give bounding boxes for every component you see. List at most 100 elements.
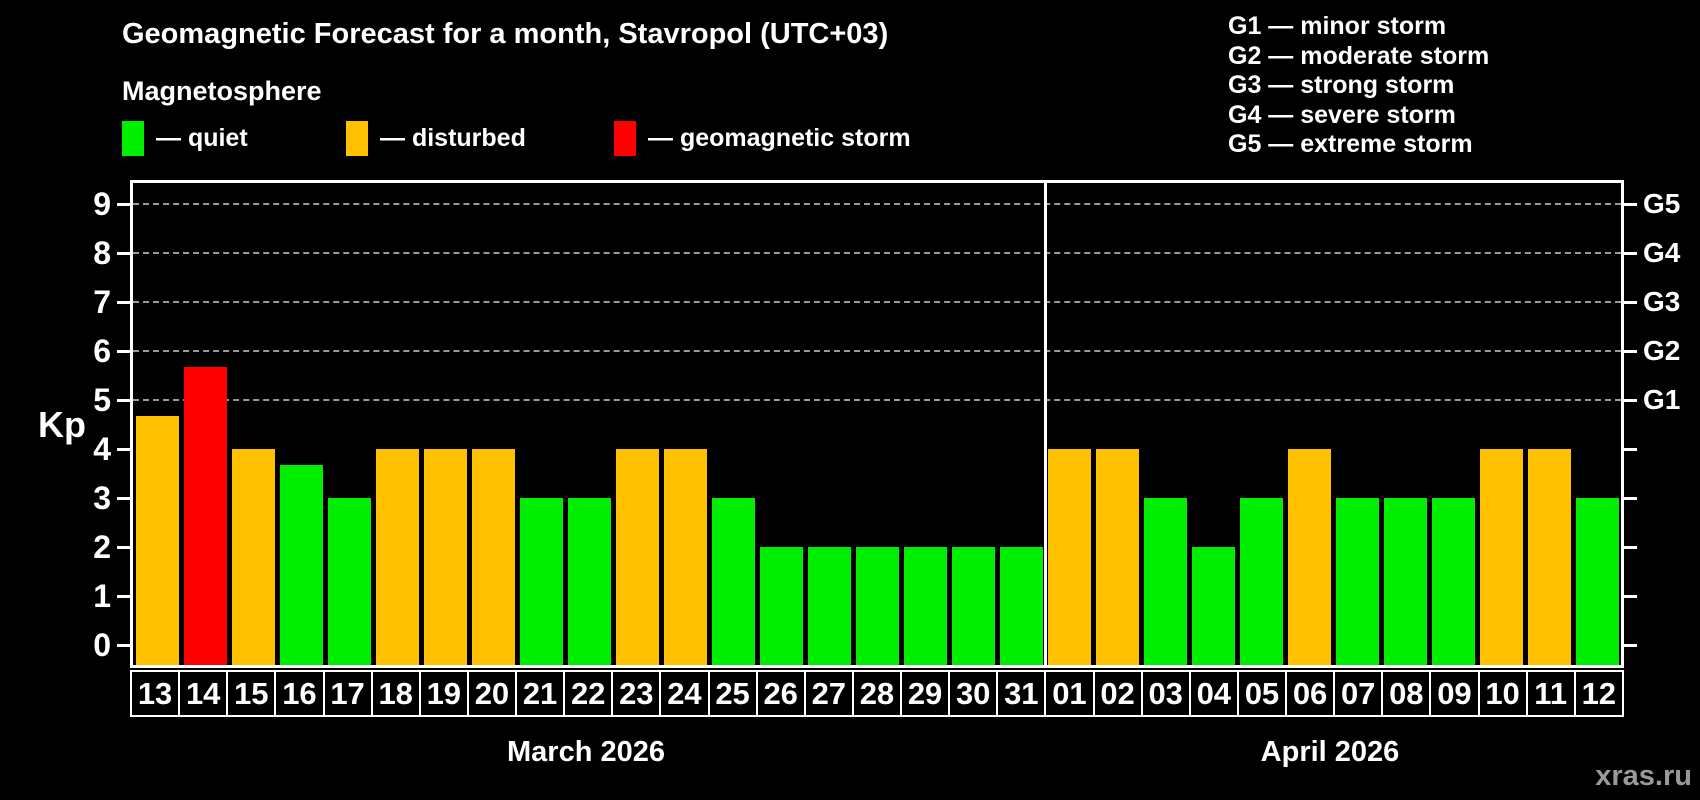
- kp-bar-day-17: [327, 498, 371, 665]
- magnetosphere-subtitle: Magnetosphere: [122, 76, 322, 106]
- g-legend-line: G5 — extreme storm: [1228, 130, 1473, 158]
- right-axis-tick: [1624, 300, 1637, 304]
- day-label: 07: [1333, 670, 1384, 717]
- y-tick-label: 3: [93, 480, 111, 516]
- bar-slot-day-21: [517, 183, 565, 665]
- legend-label: — disturbed: [380, 123, 526, 152]
- y-tick-label: 4: [93, 431, 111, 467]
- bars-container: [133, 183, 1621, 665]
- left-axis-tick: [117, 251, 130, 255]
- bar-slot-day-03: [1141, 183, 1189, 665]
- day-label: 10: [1477, 670, 1528, 717]
- kp-bar-day-08: [1383, 498, 1427, 665]
- kp-bar-day-26: [759, 547, 803, 665]
- right-axis-tick: [1624, 496, 1637, 500]
- kp-state-legend: — quiet — disturbed — geomagnetic storm: [0, 118, 1700, 158]
- left-axis-tick: [117, 496, 130, 500]
- bar-slot-day-10: [1477, 183, 1525, 665]
- kp-bar-day-11: [1527, 449, 1571, 665]
- watermark: xras.ru: [1595, 760, 1692, 792]
- day-label: 25: [707, 670, 758, 717]
- plot-area: [130, 180, 1624, 668]
- kp-bar-day-04: [1191, 547, 1235, 665]
- kp-bar-day-16: [279, 465, 323, 665]
- day-label: 11: [1525, 670, 1576, 717]
- day-label: 02: [1092, 670, 1143, 717]
- bar-slot-day-01: [1045, 183, 1093, 665]
- y-tick-label: 7: [93, 284, 111, 320]
- day-label: 12: [1573, 670, 1624, 717]
- kp-bar-day-09: [1431, 498, 1475, 665]
- day-label: 28: [851, 670, 902, 717]
- kp-bar-day-28: [855, 547, 899, 665]
- storm-color-swatch: [614, 120, 636, 156]
- g-legend-line: G2 — moderate storm: [1228, 41, 1490, 70]
- day-label: 21: [515, 670, 566, 717]
- month-label: April 2026: [1260, 736, 1400, 768]
- bar-slot-day-11: [1525, 183, 1573, 665]
- kp-bar-day-14: [183, 367, 227, 665]
- legend-item-quiet: — quiet: [122, 118, 248, 158]
- quiet-color-swatch: [122, 120, 144, 156]
- bar-slot-day-30: [949, 183, 997, 665]
- kp-bar-day-19: [423, 449, 467, 665]
- bar-slot-day-06: [1285, 183, 1333, 665]
- kp-bar-day-02: [1095, 449, 1139, 665]
- left-axis-tick: [117, 349, 130, 353]
- kp-bar-day-25: [711, 498, 755, 665]
- legend-label: — quiet: [156, 123, 248, 152]
- y-tick-label: 6: [93, 333, 111, 369]
- g-level-label-G4: G4: [1643, 237, 1681, 268]
- left-axis-tick: [117, 300, 130, 304]
- bar-slot-day-25: [709, 183, 757, 665]
- day-label: 17: [322, 670, 373, 717]
- kp-bar-day-05: [1239, 498, 1283, 665]
- y-tick-label: 5: [93, 382, 111, 418]
- right-axis-tick: [1624, 251, 1637, 255]
- g-level-label-G1: G1: [1643, 384, 1681, 415]
- g-level-label-G2: G2: [1643, 335, 1681, 366]
- bar-slot-day-28: [853, 183, 901, 665]
- g-legend-line: G1 — minor storm: [1228, 12, 1447, 40]
- kp-bar-day-06: [1287, 449, 1331, 665]
- bar-slot-day-27: [805, 183, 853, 665]
- gridline-layer: [133, 183, 1621, 665]
- kp-bar-day-23: [615, 449, 659, 665]
- y-tick-label: 2: [93, 529, 111, 565]
- bar-slot-day-15: [229, 183, 277, 665]
- bar-slot-day-17: [325, 183, 373, 665]
- bar-slot-day-16: [277, 183, 325, 665]
- kp-bar-day-13: [135, 416, 179, 665]
- bar-slot-day-12: [1573, 183, 1621, 665]
- gridline-kp-5: [133, 399, 1621, 401]
- kp-bar-day-29: [903, 547, 947, 665]
- kp-bar-day-30: [951, 547, 995, 665]
- day-label: 15: [226, 670, 277, 717]
- right-axis-tick: [1624, 643, 1637, 647]
- legend-label: — geomagnetic storm: [648, 123, 911, 152]
- g-level-label-G3: G3: [1643, 286, 1681, 317]
- day-label: 16: [274, 670, 325, 717]
- left-axis-tick: [117, 594, 130, 598]
- kp-bar-day-24: [663, 449, 707, 665]
- y-tick-label: 8: [93, 235, 111, 271]
- month-separator-line: [1043, 183, 1047, 665]
- day-label: 04: [1188, 670, 1239, 717]
- day-label: 30: [948, 670, 999, 717]
- day-label: 22: [563, 670, 614, 717]
- day-label: 18: [370, 670, 421, 717]
- y-tick-label: 0: [93, 627, 111, 663]
- day-label: 20: [466, 670, 517, 717]
- day-label: 19: [418, 670, 469, 717]
- y-axis-title: Kp: [38, 404, 86, 445]
- kp-bar-day-15: [231, 449, 275, 665]
- bar-slot-day-20: [469, 183, 517, 665]
- right-axis-tick: [1624, 398, 1637, 402]
- legend-item-disturbed: — disturbed: [346, 118, 526, 158]
- day-label: 09: [1429, 670, 1480, 717]
- left-axis-tick: [117, 398, 130, 402]
- g-level-label-G5: G5: [1643, 188, 1681, 219]
- left-axis-tick: [117, 202, 130, 206]
- kp-bar-day-21: [519, 498, 563, 665]
- kp-bar-day-18: [375, 449, 419, 665]
